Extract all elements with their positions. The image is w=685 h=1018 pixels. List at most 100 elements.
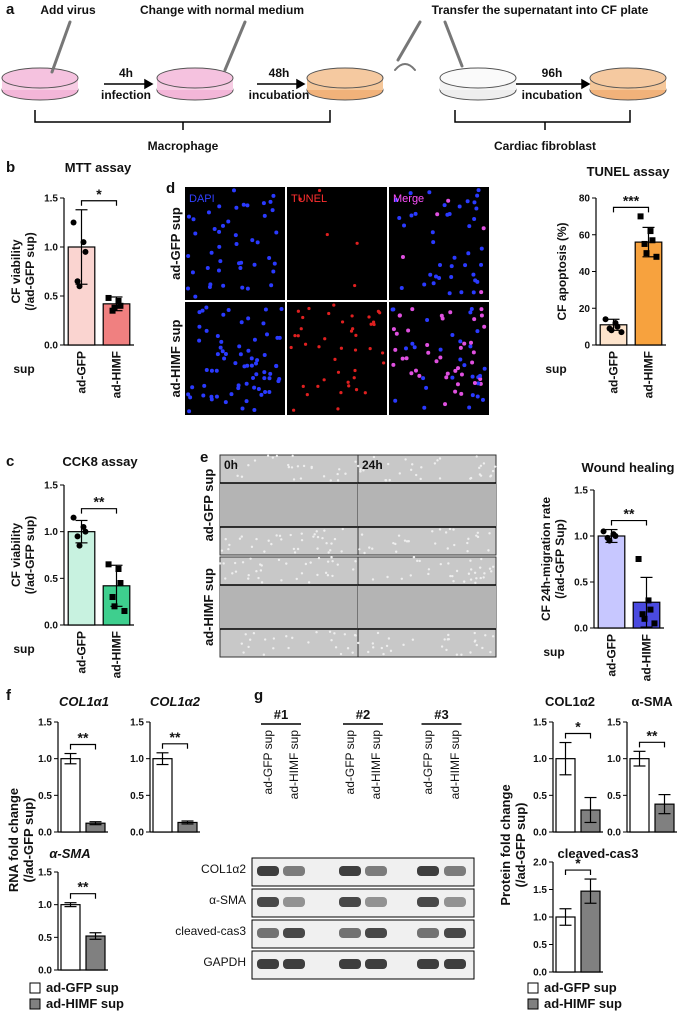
x-axis-label: sup <box>543 645 564 659</box>
label: DAPI <box>189 193 215 205</box>
cell <box>455 382 460 387</box>
cell <box>330 639 333 642</box>
significance-bracket <box>80 200 118 206</box>
cell <box>458 357 463 362</box>
data-point <box>614 323 621 330</box>
step-label: Change with normal medium <box>140 3 304 17</box>
cell <box>372 646 375 649</box>
cell <box>252 262 257 267</box>
chart-title: TUNEL assay <box>587 164 671 179</box>
arrow-head <box>144 78 154 90</box>
data-point <box>641 615 648 622</box>
cell <box>339 652 343 656</box>
image-frame <box>185 302 285 415</box>
cell <box>303 342 308 346</box>
cell <box>452 255 457 260</box>
cell <box>434 359 439 364</box>
cell <box>267 539 270 542</box>
cell <box>368 347 372 351</box>
arrows <box>104 78 591 90</box>
cell <box>476 531 480 534</box>
cell <box>472 216 477 221</box>
cell <box>240 475 244 478</box>
cell <box>329 549 332 552</box>
cell <box>449 264 454 269</box>
cell <box>313 533 316 536</box>
cell <box>438 347 443 352</box>
y-tick-label: 0.0 <box>44 341 58 352</box>
cell <box>400 577 404 581</box>
cell <box>438 528 442 531</box>
cell <box>289 533 292 537</box>
cell <box>410 341 415 346</box>
cell <box>447 291 452 296</box>
cell <box>351 327 355 331</box>
cell <box>317 556 321 560</box>
label: COL1α2 <box>201 862 246 876</box>
cell <box>352 376 356 380</box>
cell <box>419 477 422 481</box>
panel-label: e <box>200 449 208 466</box>
cell <box>484 634 487 637</box>
cell <box>489 650 492 654</box>
y-axis-label: (/ad-GFP sup) <box>513 803 528 888</box>
cell <box>480 557 483 561</box>
cell <box>262 370 267 375</box>
cell <box>285 635 288 638</box>
cell <box>393 398 398 403</box>
cell <box>292 478 296 481</box>
cell <box>300 572 304 575</box>
cell <box>483 572 486 575</box>
cell <box>277 335 282 340</box>
cell <box>473 631 476 635</box>
cell <box>285 562 288 565</box>
label: #2 <box>356 707 370 722</box>
label: 24h <box>362 458 383 472</box>
band <box>444 959 466 969</box>
cell <box>479 307 484 312</box>
cell <box>246 348 251 353</box>
cell <box>453 389 458 394</box>
band <box>257 866 279 876</box>
cell <box>222 356 227 361</box>
cell <box>263 638 267 641</box>
y-tick-label: 0.5 <box>130 791 144 802</box>
cell <box>245 286 250 291</box>
cell <box>221 312 226 317</box>
cell <box>340 320 345 324</box>
image-frame <box>389 187 489 300</box>
cell <box>475 577 478 580</box>
cell <box>321 536 324 540</box>
cell <box>316 547 319 550</box>
cell <box>268 371 273 376</box>
y-tick-label: 1.5 <box>533 718 547 729</box>
cell <box>468 310 473 315</box>
cell <box>453 543 456 547</box>
cell <box>371 642 375 645</box>
cell <box>476 188 481 193</box>
cell <box>270 542 273 546</box>
cell <box>278 534 282 538</box>
cell <box>425 318 430 323</box>
cell <box>474 581 477 585</box>
cell <box>224 577 227 580</box>
x-axis-label: sup <box>545 362 566 376</box>
x-tick-label: ad-GFP <box>605 634 619 677</box>
cell <box>469 340 474 345</box>
cell <box>217 244 222 249</box>
cell <box>301 384 305 388</box>
cell <box>287 463 290 467</box>
cell <box>482 324 487 329</box>
data-point <box>76 283 83 290</box>
cell <box>228 543 231 547</box>
cell <box>241 202 246 207</box>
cell <box>431 240 436 245</box>
cell <box>447 212 452 217</box>
y-tick-label: 0.0 <box>607 828 621 839</box>
cell <box>247 645 250 649</box>
cell <box>455 653 459 656</box>
legend-label: ad-HIMF sup <box>544 996 622 1011</box>
cell <box>261 201 266 206</box>
arrow-label: infection <box>101 88 151 102</box>
cell <box>277 376 282 381</box>
